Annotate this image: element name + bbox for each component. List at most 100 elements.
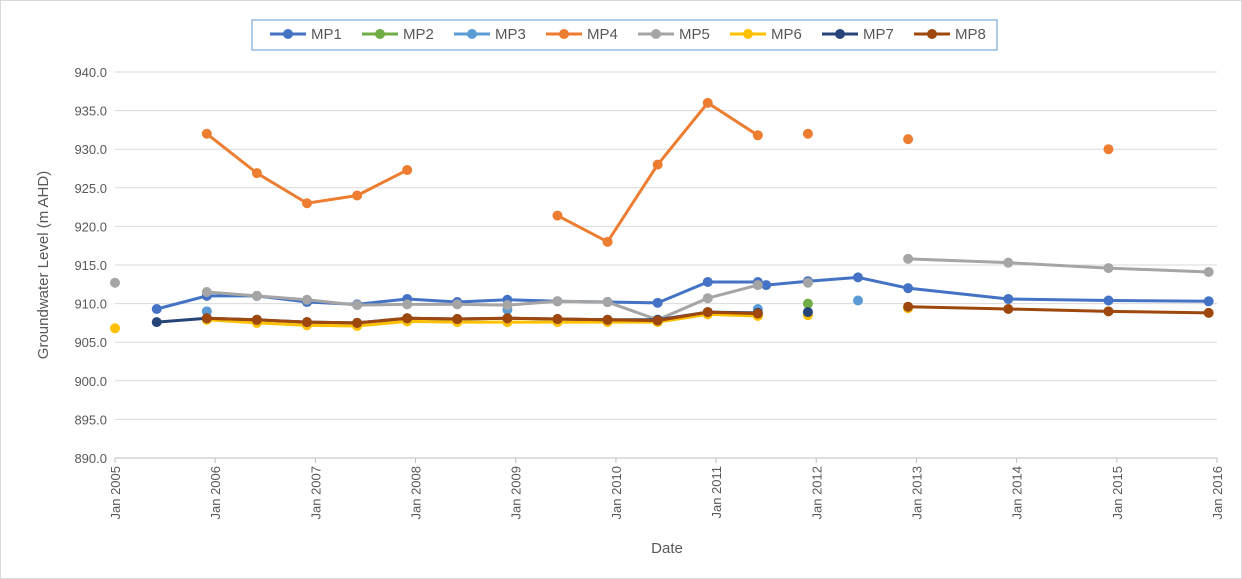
point (402, 299, 413, 310)
point (502, 300, 513, 311)
point (1103, 295, 1114, 306)
point (1003, 257, 1014, 268)
point (802, 307, 813, 318)
point (201, 128, 212, 139)
point (251, 168, 262, 179)
legend-label: MP1 (311, 26, 342, 43)
x-tick-label: Jan 2005 (108, 466, 123, 520)
point (1203, 307, 1214, 318)
series-line (908, 305, 1209, 315)
point (1003, 304, 1014, 315)
legend-marker (743, 29, 753, 39)
x-tick-label: Jan 2010 (609, 466, 624, 520)
point (802, 128, 813, 139)
point (402, 313, 413, 324)
legend-marker (375, 29, 385, 39)
x-tick-label: Jan 2009 (509, 466, 524, 520)
point (853, 295, 864, 306)
point (853, 272, 864, 283)
point (702, 293, 713, 304)
point (110, 277, 120, 288)
point (452, 299, 463, 310)
point (1103, 263, 1114, 274)
point (302, 317, 313, 328)
point (702, 97, 713, 108)
point (110, 323, 120, 334)
y-tick-label: 890.0 (74, 451, 107, 466)
point (552, 314, 563, 325)
point (452, 314, 463, 325)
point (151, 304, 162, 315)
point (1103, 306, 1114, 317)
y-tick-label: 935.0 (74, 104, 107, 119)
point (652, 297, 663, 308)
point (1203, 296, 1214, 307)
point (251, 290, 262, 301)
point (702, 276, 713, 287)
legend-label: MP5 (679, 26, 710, 43)
y-tick-label: 900.0 (74, 374, 107, 389)
x-tick-label: Jan 2013 (909, 466, 924, 520)
x-tick-label: Jan 2016 (1210, 466, 1225, 520)
point (1003, 293, 1014, 304)
x-tick-label: Jan 2015 (1110, 466, 1125, 520)
x-tick-label: Jan 2008 (409, 466, 424, 520)
point (652, 159, 663, 170)
y-tick-label: 940.0 (74, 65, 107, 80)
legend-label: MP8 (955, 26, 986, 43)
legend-label: MP7 (863, 26, 894, 43)
point (201, 287, 212, 298)
y-tick-label: 915.0 (74, 258, 107, 273)
series-line (908, 257, 1209, 274)
y-tick-label: 895.0 (74, 412, 107, 427)
point (302, 294, 313, 305)
point (151, 317, 162, 328)
legend-marker (559, 29, 569, 39)
legend-label: MP6 (771, 26, 802, 43)
point (302, 198, 313, 209)
series-line (206, 283, 759, 322)
x-tick-label: Jan 2007 (308, 466, 323, 520)
legend-marker (927, 29, 937, 39)
point (201, 306, 212, 317)
x-tick-label: Jan 2011 (709, 466, 724, 519)
point (903, 283, 914, 294)
point (903, 301, 914, 312)
point (201, 313, 212, 324)
legend-marker (467, 29, 477, 39)
point (602, 314, 613, 325)
y-tick-label: 930.0 (74, 142, 107, 157)
point (702, 307, 713, 318)
point (552, 210, 563, 221)
point (352, 190, 363, 201)
point (352, 317, 363, 328)
point (802, 298, 813, 309)
legend-marker (835, 29, 845, 39)
point (602, 236, 613, 247)
point (1103, 144, 1114, 155)
point (752, 280, 763, 291)
point (903, 134, 914, 145)
point (352, 300, 363, 311)
point (1203, 266, 1214, 277)
series-line (206, 312, 758, 328)
x-tick-label: Jan 2014 (1010, 466, 1025, 520)
point (602, 297, 613, 308)
point (752, 308, 763, 319)
series-line (206, 310, 758, 325)
point (502, 313, 513, 324)
x-tick-label: Jan 2012 (809, 466, 824, 520)
legend-label: MP4 (587, 26, 618, 43)
legend-marker (283, 29, 293, 39)
y-axis-title: Groundwater Level (m AHD) (35, 171, 52, 359)
y-tick-label: 925.0 (74, 181, 107, 196)
series-line (156, 275, 1209, 311)
x-axis-title: Date (651, 540, 683, 557)
point (761, 280, 772, 291)
x-tick-label: Jan 2006 (208, 466, 223, 520)
point (802, 277, 813, 288)
legend-label: MP3 (495, 26, 526, 43)
point (402, 165, 413, 176)
y-tick-label: 905.0 (74, 335, 107, 350)
